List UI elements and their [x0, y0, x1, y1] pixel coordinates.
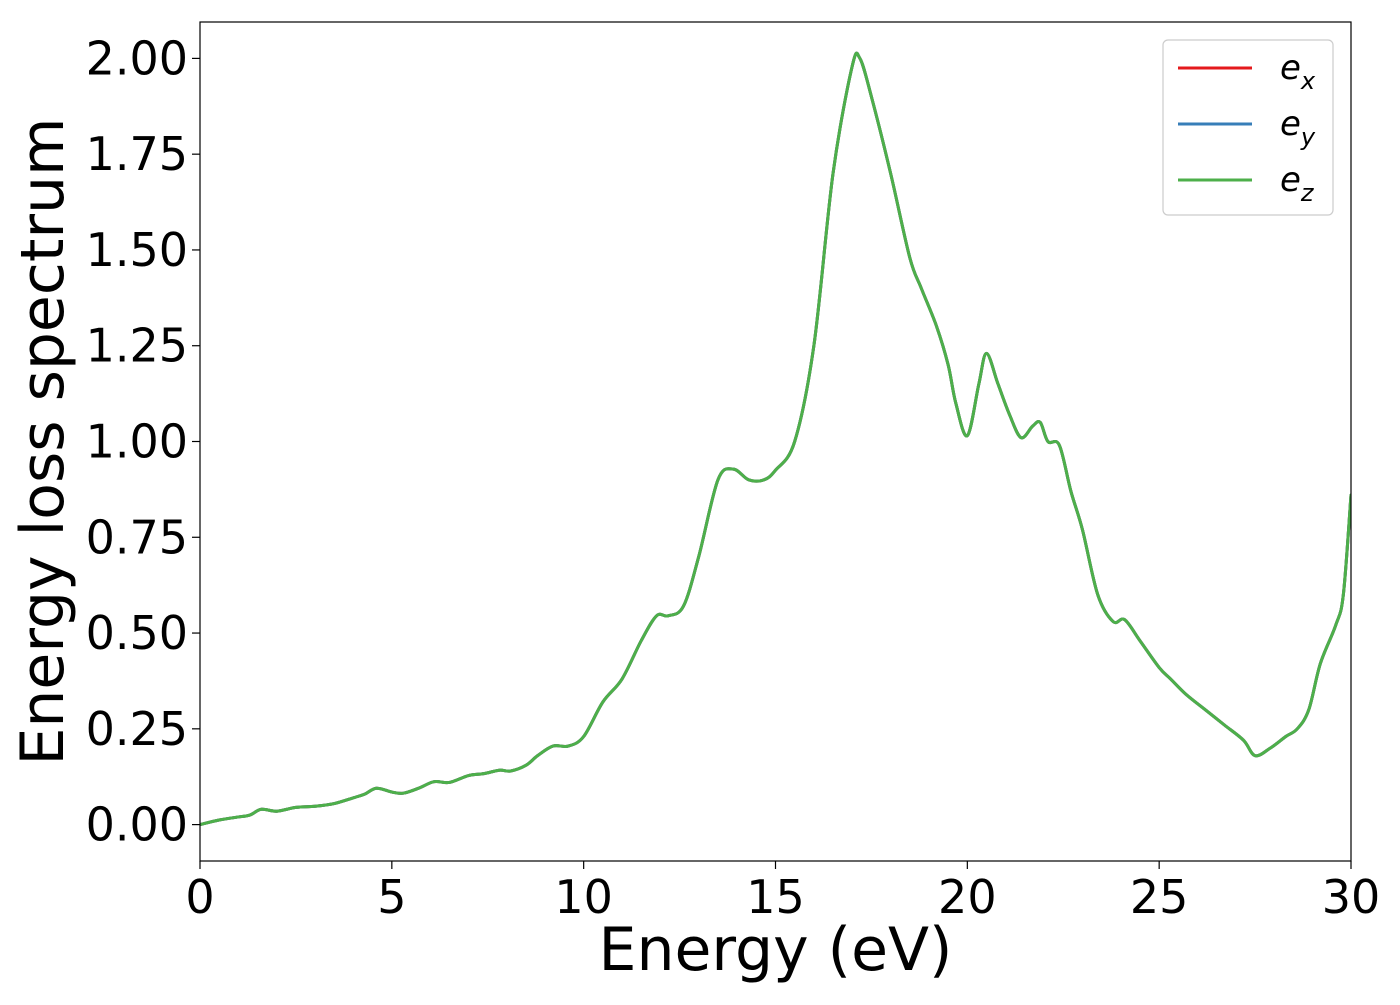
x-tick-label: 5 [377, 870, 406, 924]
legend-label-y: ey [1280, 104, 1316, 151]
y-tick-label: 0.75 [86, 510, 188, 564]
y-tick-label: 1.75 [86, 127, 188, 181]
x-axis-title: Energy (eV) [599, 915, 953, 985]
x-tick-label: 10 [554, 870, 613, 924]
series-line-z [200, 51, 1351, 827]
legend-box [1162, 39, 1334, 216]
x-tick-label: 30 [1322, 870, 1381, 924]
legend-label-x: ex [1280, 48, 1316, 95]
y-tick-label: 1.50 [86, 223, 188, 277]
y-axis: 0.00 0.25 0.50 0.75 1.00 1.25 1.50 1.75 2.00 [86, 31, 200, 852]
y-axis-title: Energy loss spectrum [8, 117, 78, 765]
series-layer [200, 51, 1351, 827]
y-tick-label: 0.00 [86, 798, 188, 852]
y-tick-label: 2.00 [86, 31, 188, 85]
legend: ex ey ez [1162, 39, 1334, 216]
legend-label-z: ez [1280, 160, 1315, 207]
x-tick-label: 0 [185, 870, 214, 924]
x-tick-label: 25 [1130, 870, 1189, 924]
y-tick-label: 1.25 [86, 319, 188, 373]
y-tick-label: 0.50 [86, 606, 188, 660]
x-tick-label: 15 [746, 870, 805, 924]
x-tick-label: 20 [938, 870, 997, 924]
y-tick-label: 1.00 [86, 415, 188, 469]
y-tick-label: 0.25 [86, 702, 188, 756]
x-axis: 0 5 10 15 20 25 30 [185, 861, 1380, 924]
